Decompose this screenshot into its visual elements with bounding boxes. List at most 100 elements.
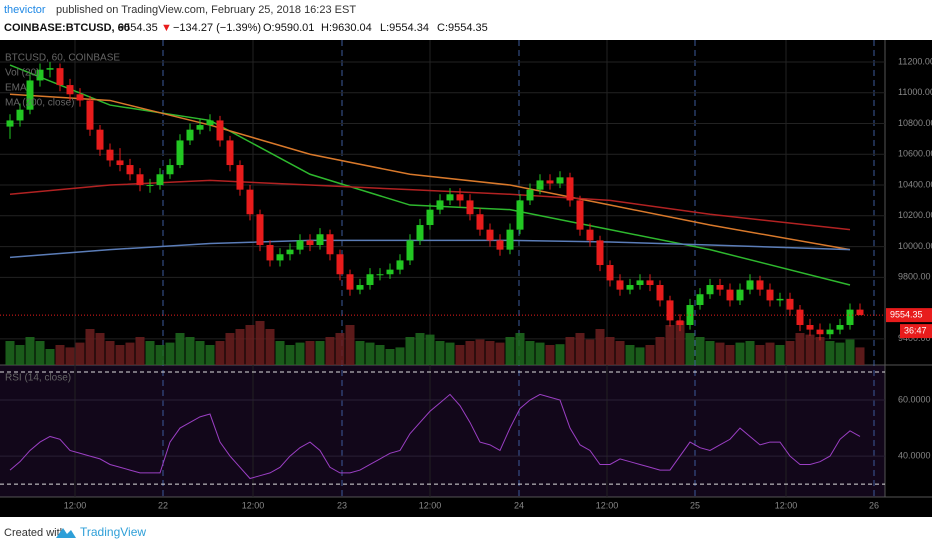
volume-bar <box>205 345 215 365</box>
candle-body <box>606 265 614 281</box>
volume-bar <box>55 345 65 365</box>
moving-average <box>9 64 851 286</box>
candle-body <box>106 149 114 161</box>
candle-body <box>76 94 84 101</box>
y-tick-label: 9400.00 <box>898 333 931 343</box>
candle-body <box>86 100 94 130</box>
volume-bar <box>15 345 25 365</box>
candle-body <box>46 68 54 70</box>
brand[interactable]: TradingView <box>80 525 146 539</box>
volume-bar <box>735 342 745 365</box>
candle-body <box>126 165 134 175</box>
y-tick-label: 10000.00 <box>898 241 932 251</box>
volume-bar <box>665 325 675 365</box>
y-tick-label: 10400.00 <box>898 179 932 189</box>
volume-bar <box>115 345 125 365</box>
candle-body <box>516 200 524 230</box>
volume-bar <box>415 333 425 365</box>
candle-body <box>256 214 264 246</box>
candle-body <box>786 298 794 310</box>
candle-body <box>846 309 854 326</box>
change: −134.27 (−1.39%) <box>173 22 261 34</box>
volume-bar <box>255 321 265 365</box>
candle-body <box>406 240 414 261</box>
volume-bar <box>175 333 185 365</box>
volume-bar <box>595 329 605 365</box>
volume-bar <box>795 333 805 365</box>
volume-bar <box>65 347 75 365</box>
volume-bar <box>215 341 225 365</box>
candle-body <box>386 269 394 275</box>
candle-body <box>586 229 594 241</box>
published: published on TradingView.com, February 2… <box>56 4 356 16</box>
x-tick-label: 23 <box>337 500 347 510</box>
y-tick-label: 11000.00 <box>898 87 932 97</box>
candle-body <box>146 185 154 187</box>
candle-body <box>496 240 504 250</box>
volume-bar <box>355 341 365 365</box>
volume-bar <box>775 345 785 365</box>
candle-body <box>596 240 604 266</box>
rsi-background <box>0 365 885 497</box>
candle-body <box>486 229 494 241</box>
volume-bar <box>405 337 415 365</box>
volume-bar <box>615 341 625 365</box>
candle-body <box>306 240 314 246</box>
candle-body <box>856 309 864 316</box>
volume-bar <box>265 329 275 365</box>
candle-body <box>236 165 244 190</box>
x-tick-label: 12:00 <box>242 500 265 510</box>
volume-bar <box>495 342 505 365</box>
candle-body <box>466 200 474 215</box>
volume-bar <box>855 347 865 365</box>
candle-body <box>746 280 754 290</box>
volume-bar <box>535 342 545 365</box>
y-tick-label: 10800.00 <box>898 118 932 128</box>
candle-body <box>446 194 454 201</box>
y-tick-label: 11200.00 <box>898 56 932 66</box>
legend-entry: MA (200, close) <box>5 98 74 109</box>
volume-bar <box>85 329 95 365</box>
candle-body <box>736 289 744 301</box>
volume-bar <box>335 333 345 365</box>
x-tick-label: 26 <box>869 500 879 510</box>
candle-body <box>96 129 104 150</box>
candle-body <box>796 309 804 326</box>
candle-body <box>476 214 484 230</box>
candle-body <box>176 140 184 166</box>
volume-bar <box>455 345 465 365</box>
candle-body <box>166 165 174 175</box>
x-tick-label: 24 <box>514 500 524 510</box>
ohlc-low: L:9554.34 <box>380 22 429 34</box>
candle-body <box>366 274 374 286</box>
candle-body <box>336 254 344 275</box>
candle-body <box>136 174 144 186</box>
candle-body <box>216 120 224 141</box>
volume-bar <box>165 342 175 365</box>
candle-body <box>186 129 194 141</box>
candle-body <box>116 160 124 166</box>
candle-body <box>356 285 364 290</box>
y-tick-label: 10200.00 <box>898 210 932 220</box>
candle-body <box>696 294 704 306</box>
volume-bar <box>555 344 565 365</box>
volume-bar <box>515 333 525 365</box>
candle-body <box>646 280 654 286</box>
volume-bar <box>145 341 155 365</box>
volume-bar <box>705 341 715 365</box>
volume-bar <box>785 341 795 365</box>
legend-entry: EMA <box>5 83 27 94</box>
brand-logo <box>56 528 76 538</box>
volume-bar <box>475 339 485 365</box>
candle-body <box>16 109 24 121</box>
moving-average <box>9 93 851 251</box>
candle-body <box>276 254 284 261</box>
candle-body <box>346 274 354 290</box>
volume-bar <box>105 341 115 365</box>
candle-body <box>56 68 64 86</box>
volume-bar <box>285 345 295 365</box>
volume-bar <box>635 347 645 365</box>
volume-bar <box>195 341 205 365</box>
x-tick-label: 12:00 <box>64 500 87 510</box>
